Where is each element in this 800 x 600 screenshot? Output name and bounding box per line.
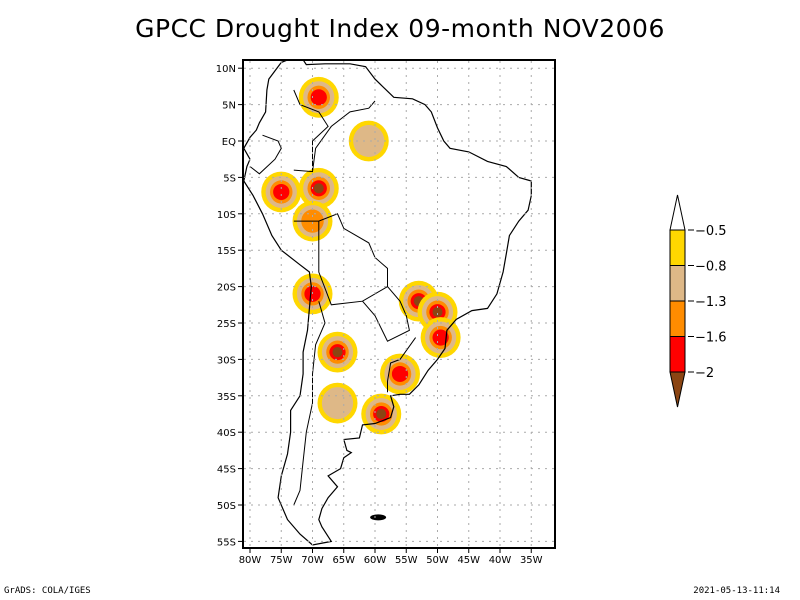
country-border <box>293 213 388 306</box>
lat-tick-label: 30S <box>217 355 236 366</box>
south-america-coastline <box>243 60 532 546</box>
drought-contour <box>391 365 409 382</box>
colorbar-legend: −0.5 −0.8 −1.3 −1.6 −2 <box>669 194 727 408</box>
footer-grads-credit: GrADS: COLA/IGES <box>4 586 91 596</box>
lat-tick-label: 20S <box>217 283 236 294</box>
drought-contour <box>273 183 290 200</box>
colorbar-label: −0.5 <box>695 224 727 239</box>
country-border <box>293 100 376 173</box>
coastline-layer <box>243 60 532 546</box>
lat-tick-label: 10S <box>217 210 236 221</box>
gridlines <box>244 61 554 547</box>
lon-tick-label: 75W <box>270 555 293 566</box>
drought-fill-layer <box>261 76 461 435</box>
map-frame <box>242 59 556 549</box>
chart-title: GPCC Drought Index 09-month NOV2006 <box>135 14 665 43</box>
lon-tick-label: 55W <box>395 555 418 566</box>
lat-tick-label: 5S <box>223 173 236 184</box>
drought-region <box>317 382 358 424</box>
drought-region <box>348 120 389 162</box>
drought-region <box>317 331 358 373</box>
colorbar-label: −2 <box>695 366 714 381</box>
drought-contour <box>313 183 324 194</box>
colorbar-top-triangle <box>669 194 686 231</box>
lat-tick-label: 15S <box>217 246 236 257</box>
drought-contour <box>332 347 343 358</box>
colorbar-segment <box>669 336 686 373</box>
lat-tick-label: 10N <box>216 64 236 75</box>
country-border <box>293 301 326 506</box>
colorbar-segment <box>669 265 686 302</box>
lon-tick-label: 40W <box>489 555 512 566</box>
lon-tick-label: 70W <box>301 555 324 566</box>
lat-tick-label: 35S <box>217 392 236 403</box>
drought-contour <box>310 89 327 106</box>
drought-region <box>261 171 302 213</box>
lat-tick-label: 50S <box>217 501 236 512</box>
lat-tick-label: 25S <box>217 319 236 330</box>
lon-tick-label: 45W <box>457 555 480 566</box>
lon-tick-label: 65W <box>332 555 355 566</box>
drought-contour <box>432 306 443 318</box>
colorbar-segment <box>669 229 686 266</box>
drought-region <box>298 167 339 209</box>
country-border <box>249 134 282 175</box>
lat-tick-label: EQ <box>222 137 236 148</box>
colorbar-label: −1.6 <box>695 331 727 346</box>
country-border <box>362 286 410 342</box>
lat-tick-label: 5N <box>222 101 236 112</box>
falkland-islands <box>370 514 387 521</box>
lon-tick-label: 50W <box>426 555 449 566</box>
lon-tick-label: 35W <box>520 555 543 566</box>
country-border <box>387 337 417 393</box>
latitude-axis: 10N 5N EQ 5S 10S 15S 20S 25S 30S 35S 40S 45S 50S 55S <box>216 64 243 548</box>
drought-region <box>361 393 402 435</box>
lat-tick-label: 45S <box>217 465 236 476</box>
colorbar-segment <box>669 300 686 337</box>
colorbar-label: −1.3 <box>695 295 727 310</box>
drought-contour <box>321 387 354 420</box>
footer-timestamp: 2021-05-13-11:14 <box>693 586 780 596</box>
drought-contour <box>353 124 385 158</box>
lat-tick-label: 55S <box>217 537 236 548</box>
colorbar-bottom-triangle <box>669 371 686 408</box>
lat-tick-label: 40S <box>217 428 236 439</box>
longitude-axis: 80W 75W 70W 65W 60W 55W 50W 45W 40W 35W <box>239 548 543 566</box>
drought-contour <box>376 408 387 420</box>
lon-tick-label: 60W <box>364 555 387 566</box>
colorbar-label: −0.8 <box>695 260 727 275</box>
drought-contour <box>432 329 449 346</box>
lon-tick-label: 80W <box>239 555 262 566</box>
drought-region <box>298 76 339 118</box>
